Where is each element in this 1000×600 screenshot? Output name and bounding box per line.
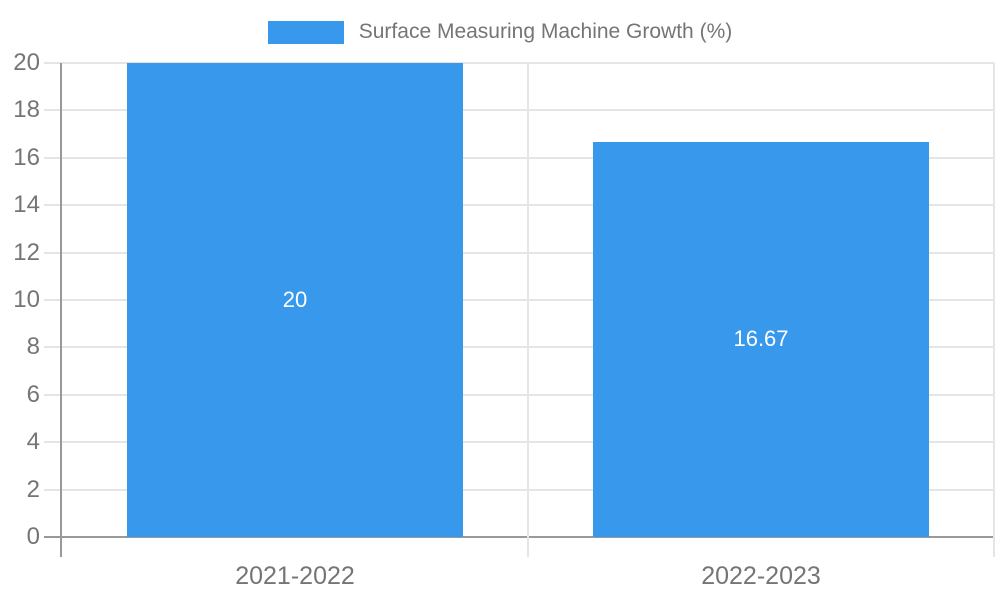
y-axis-tick-label: 6 <box>26 380 40 408</box>
gridline-horizontal <box>44 346 994 349</box>
y-axis-tick-label: 12 <box>13 238 40 266</box>
y-axis-tick-label: 18 <box>13 96 40 124</box>
gridline-horizontal <box>44 109 994 112</box>
y-axis-line <box>60 63 62 557</box>
legend-item[interactable]: Surface Measuring Machine Growth (%) <box>267 20 733 44</box>
gridline-horizontal <box>44 251 994 254</box>
legend: Surface Measuring Machine Growth (%) <box>0 20 1000 44</box>
gridline-horizontal <box>44 488 994 491</box>
gridline-horizontal <box>44 156 994 159</box>
gridline-vertical <box>993 63 995 557</box>
y-axis-tick-label: 20 <box>13 49 40 76</box>
y-axis-tick-label: 16 <box>13 143 40 171</box>
y-axis-tick-label: 4 <box>26 428 40 456</box>
x-axis-tick-label: 2022-2023 <box>701 562 821 590</box>
legend-label: Surface Measuring Machine Growth (%) <box>358 20 733 43</box>
y-axis-tick-label: 0 <box>26 523 40 550</box>
gridline-horizontal <box>44 441 994 444</box>
gridline-horizontal <box>44 299 994 301</box>
y-axis-tick-label: 10 <box>13 286 40 313</box>
y-axis-tick-label: 14 <box>13 191 40 219</box>
y-axis-tick-label: 2 <box>26 475 40 503</box>
x-axis-tick-label: 2021-2022 <box>235 562 355 590</box>
x-axis-baseline <box>44 536 994 538</box>
gridline-horizontal <box>44 204 994 207</box>
bar-value-label: 20 <box>282 287 308 312</box>
bar-2022-2023[interactable]: 16.67 <box>593 141 929 537</box>
bar-2021-2022[interactable]: 20 <box>127 63 463 537</box>
legend-swatch <box>267 20 344 44</box>
gridline-vertical <box>527 63 529 557</box>
gridline-horizontal <box>44 393 994 396</box>
gridline-horizontal <box>44 62 994 64</box>
y-axis-tick-label: 8 <box>26 333 40 361</box>
bar-value-label: 16.67 <box>733 326 789 352</box>
